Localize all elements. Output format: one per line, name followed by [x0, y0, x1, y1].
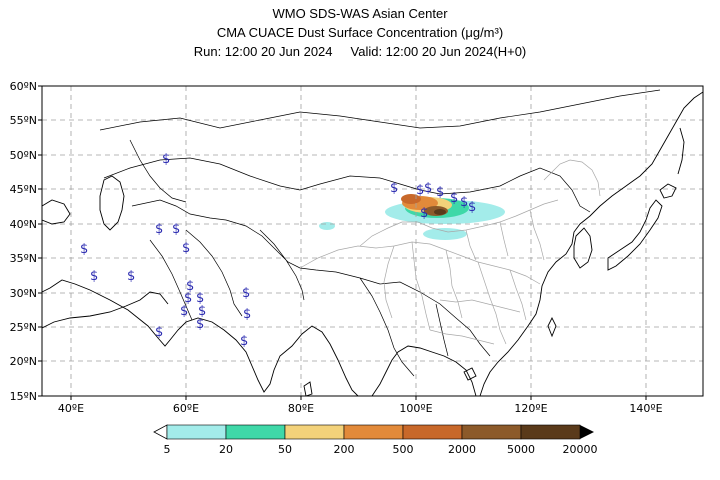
y-tick-label: 15ºN — [10, 390, 37, 403]
colorbar-segment — [343, 424, 404, 440]
dust-symbol: $ — [184, 291, 192, 306]
colorbar-label: 500 — [393, 443, 414, 456]
dust-symbol: $ — [436, 185, 444, 200]
colorbar-label: 20 — [219, 443, 233, 456]
dust-symbol: $ — [182, 241, 190, 256]
coastline-red-sea-gulf — [42, 291, 169, 329]
colorbar-segment — [402, 424, 463, 440]
y-tick-label: 20ºN — [10, 355, 37, 368]
x-axis-labels: 40ºE 60ºE 80ºE 100ºE 120ºE 140ºE — [58, 402, 663, 415]
dust-symbol: $ — [240, 334, 248, 349]
province-borders — [299, 159, 601, 345]
dust-symbol: $ — [198, 304, 206, 319]
dust-symbol: $ — [172, 222, 180, 237]
dust-shading — [319, 194, 505, 240]
dust-symbol: $ — [390, 181, 398, 196]
y-tick-label: 25ºN — [10, 321, 37, 334]
y-tick-label: 50ºN — [10, 149, 37, 162]
coastline-sakhalin — [677, 127, 685, 175]
dust-symbol: $ — [155, 325, 163, 340]
colorbar-segment — [461, 424, 522, 440]
colorbar-segment — [520, 424, 581, 440]
y-tick-label: 40ºN — [10, 218, 37, 231]
colorbar-labels: 5 20 50 200 500 2000 5000 20000 — [164, 443, 598, 456]
x-tick-label: 120ºE — [514, 402, 547, 415]
dust-symbol: $ — [424, 181, 432, 196]
y-tick-label: 55ºN — [10, 114, 37, 127]
coastline-sri-lanka — [303, 381, 313, 396]
dust-symbol: $ — [186, 279, 194, 294]
dust-symbol: $ — [416, 183, 424, 198]
coastline-japan — [607, 199, 663, 271]
y-tick-label: 30ºN — [10, 287, 37, 300]
colorbar-segment — [225, 424, 286, 440]
colorbar-label: 5 — [164, 443, 171, 456]
dust-patch-light-south — [423, 228, 467, 240]
colorbar-label: 2000 — [448, 443, 476, 456]
country-borders — [99, 89, 661, 377]
title-block: WMO SDS-WAS Asian Center CMA CUACE Dust … — [0, 4, 720, 61]
coastline-caspian — [99, 175, 125, 231]
dust-symbol: $ — [127, 269, 135, 284]
x-tick-label: 40ºE — [58, 402, 84, 415]
colorbar-label: 50 — [278, 443, 292, 456]
colorbar-segment — [284, 424, 345, 440]
dust-symbol: $ — [180, 304, 188, 319]
colorbar-arrow-right — [580, 425, 594, 439]
y-tick-label: 60ºN — [10, 80, 37, 93]
valid-time: Valid: 12:00 20 Jun 2024(H+0) — [350, 44, 527, 59]
colorbar — [153, 424, 594, 440]
coastline-hokkaido — [659, 183, 677, 199]
dust-symbol: $ — [450, 191, 458, 206]
coastline-main — [42, 91, 703, 396]
dust-symbol: $ — [420, 206, 428, 221]
title-line-2: CMA CUACE Dust Surface Concentration (μg… — [216, 25, 504, 40]
x-tick-label: 60ºE — [173, 402, 199, 415]
graticule — [42, 86, 703, 396]
axis-ticks — [38, 85, 647, 400]
coastline-korea — [573, 227, 593, 269]
dust-symbol: $ — [196, 291, 204, 306]
dust-symbols: $ $ $ $ $ $ $ $ $ $ $ $ $ $ $ $ $ $ $ $ … — [80, 152, 476, 349]
colorbar-arrow-left — [153, 424, 168, 440]
colorbar-label: 200 — [334, 443, 355, 456]
x-tick-label: 140ºE — [629, 402, 662, 415]
dust-symbol: $ — [468, 200, 476, 215]
x-tick-label: 100ºE — [399, 402, 432, 415]
dust-symbol: $ — [460, 195, 468, 210]
coastline-black-sea — [42, 199, 71, 225]
dust-symbol: $ — [80, 242, 88, 257]
y-tick-label: 45ºN — [10, 183, 37, 196]
y-axis-labels: 15ºN 20ºN 25ºN 30ºN 35ºN 40ºN 45ºN 50ºN … — [10, 80, 37, 403]
colorbar-label: 5000 — [507, 443, 535, 456]
dust-symbol: $ — [243, 307, 251, 322]
dust-symbol: $ — [196, 317, 204, 332]
dust-symbol: $ — [90, 269, 98, 284]
map-frame — [41, 85, 704, 397]
run-time: Run: 12:00 20 Jun 2024 — [193, 44, 333, 59]
coastline-hainan — [463, 367, 477, 381]
y-tick-label: 35ºN — [10, 252, 37, 265]
dust-symbol: $ — [155, 222, 163, 237]
title-line-1: WMO SDS-WAS Asian Center — [272, 6, 448, 21]
dust-symbol: $ — [162, 152, 170, 167]
title-line-3: Run: 12:00 20 Jun 2024 Valid: 12:00 20 Ju… — [0, 42, 720, 61]
colorbar-segment — [166, 424, 227, 440]
dust-patch-core — [434, 209, 446, 215]
dust-symbol: $ — [242, 286, 250, 301]
colorbar-label: 20000 — [563, 443, 598, 456]
coastline-taiwan — [547, 316, 557, 338]
dust-patch-light-west — [319, 222, 335, 230]
x-tick-label: 80ºE — [288, 402, 314, 415]
